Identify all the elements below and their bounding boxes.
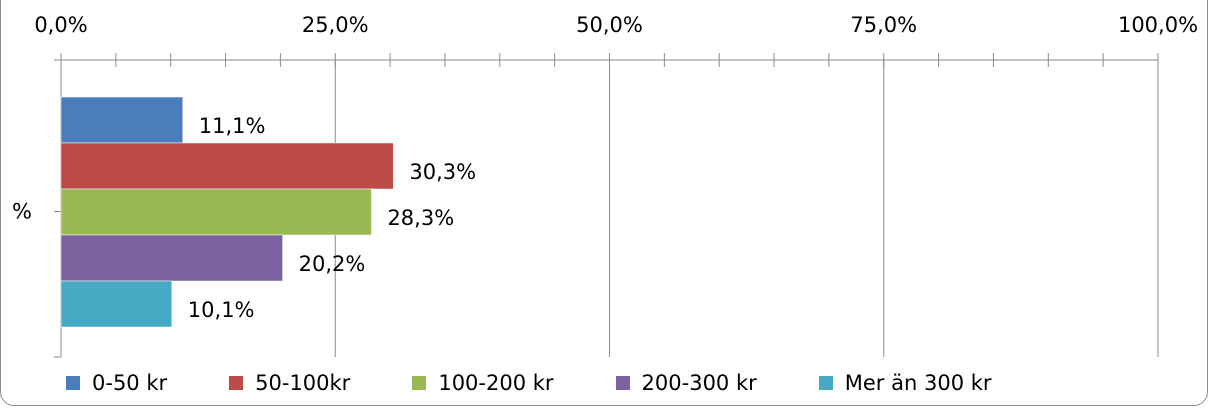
bar-chart: 0,0% 25,0% 50,0% 75,0% 100,0%% 11,1% 30,3% 28,…: [12, 13, 1198, 358]
bar: [60, 234, 283, 282]
x-tick-label: 75,0%: [850, 13, 917, 37]
legend-label: 200-300 kr: [641, 371, 757, 395]
x-tick-label: 25,0%: [302, 13, 369, 37]
legend-item: 50-100kr: [229, 371, 350, 395]
legend-swatch: [412, 376, 427, 390]
legend-item: 100-200 kr: [412, 371, 554, 395]
bar: [60, 142, 394, 190]
x-tick-label: 0,0%: [34, 13, 87, 37]
gridlines: [334, 60, 1159, 357]
legend: 0-50 kr 50-100kr 100-200 kr 200-300 kr Mer ä…: [66, 368, 1186, 398]
bar: [60, 96, 184, 144]
legend-item: 200-300 kr: [615, 371, 757, 395]
data-label: 30,3%: [409, 160, 476, 184]
legend-swatch: [818, 376, 833, 390]
data-label: 20,2%: [299, 252, 366, 276]
legend-swatch: [229, 376, 244, 390]
data-label: 10,1%: [188, 298, 255, 322]
legend-item: 0-50 kr: [66, 371, 167, 395]
data-label: 11,1%: [199, 114, 266, 138]
legend-swatch: [66, 376, 80, 390]
bars: [60, 96, 394, 328]
data-labels: 11,1% 30,3% 28,3% 20,2% 10,1%: [188, 114, 476, 322]
x-tick-label: 100,0%: [1118, 13, 1198, 37]
bar: [60, 280, 173, 328]
legend-swatch: [615, 376, 630, 390]
legend-label: 50-100kr: [255, 371, 351, 395]
legend-label: 0-50 kr: [92, 371, 168, 395]
bar: [60, 188, 372, 236]
category-label: %: [12, 200, 32, 224]
x-tick-label: 50,0%: [576, 13, 643, 37]
legend-label: 100-200 kr: [438, 371, 554, 395]
axes: 0,0% 25,0% 50,0% 75,0% 100,0%%: [12, 13, 1198, 358]
data-label: 28,3%: [387, 206, 454, 230]
legend-label: Mer än 300 kr: [844, 371, 992, 395]
legend-item: Mer än 300 kr: [818, 371, 992, 395]
